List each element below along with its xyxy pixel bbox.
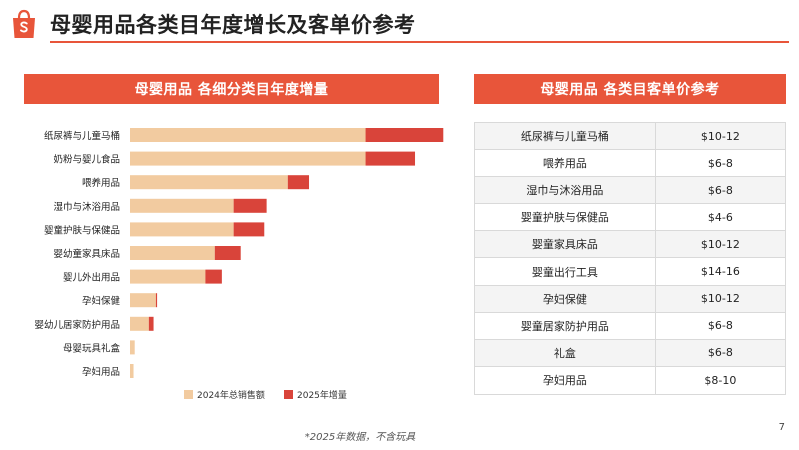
table-category-cell: 孕妇保健 [542,292,587,306]
table-price-cell: $14-16 [654,258,785,285]
growth-bar-chart: 纸尿裤与儿童马桶奶粉与婴儿食品喂养用品湿巾与沐浴用品婴童护肤与保健品婴幼童家具床… [24,118,464,418]
price-table: 纸尿裤与儿童马桶 $10-12 喂养用品 $6-8 湿巾与沐浴用品 $6-8 婴童护肤与保健… [474,122,786,395]
category-label: 婴幼童家具床品 [53,248,120,260]
category-label: 婴儿外出用品 [63,272,120,284]
category-label: 纸尿裤与儿童马桶 [44,130,120,142]
table-row: 礼盒 $6-8 [475,339,785,367]
category-label: 喂养用品 [82,177,120,189]
bar-2025-increase [214,246,241,260]
bar-2024-total [130,340,135,355]
bar-2024-total [130,316,149,331]
table-category-cell: 孕妇用品 [542,374,587,388]
title-divider [50,41,789,43]
table-price-cell: $8-10 [654,366,785,394]
growth-chart-svg: 纸尿裤与儿童马桶奶粉与婴儿食品喂养用品湿巾与沐浴用品婴童护肤与保健品婴幼童家具床… [34,128,444,401]
table-price-cell: $6-8 [654,150,785,177]
category-label: 母婴玩具礼盒 [63,342,121,354]
table-row: 湿巾与沐浴用品 $6-8 [475,177,785,205]
table-category-cell: 婴童出行工具 [531,265,598,279]
category-label: 婴童护肤与保健品 [44,224,120,236]
table-category-cell: 婴童居家防护用品 [520,319,609,333]
table-price-cell: $10-12 [654,231,785,258]
bar-2025-increase [148,316,154,331]
legend-label: 2025年增量 [297,389,347,401]
bar-2024-total [130,128,366,142]
table-row: 婴童居家防护用品 $6-8 [475,312,785,340]
table-row: 婴童出行工具 $14-16 [475,258,785,286]
bar-2025-increase [233,198,267,213]
table-row: 喂养用品 $6-8 [475,150,785,178]
footnote: *2025年数据，不含玩具 [304,432,416,443]
table-category-cell: 婴童家具床品 [531,238,598,252]
category-label: 孕妇保健 [82,295,121,307]
table-category-cell: 婴童护肤与保健品 [520,211,609,225]
table-row: 孕妇用品 $8-10 [475,366,785,394]
table-price-cell: $10-12 [654,123,785,150]
table-category-cell: 喂养用品 [542,157,587,171]
bar-2024-total [130,364,134,378]
bar-2025-increase [155,293,158,308]
bar-2025-increase [205,269,222,284]
bar-2025-increase [365,128,444,142]
price-panel-header: 母婴用品 各类目客单价参考 [474,74,786,104]
table-category-cell: 礼盒 [553,346,576,360]
bar-2024-total [130,246,215,260]
table-row: 孕妇保健 $10-12 [475,285,785,313]
bar-2024-total [130,175,288,190]
page-title: 母婴用品各类目年度增长及客单价参考 [50,13,416,37]
bar-2024-total [130,222,234,237]
shopee-logo-icon [13,9,35,38]
table-price-cell: $6-8 [654,177,785,204]
table-category-cell: 湿巾与沐浴用品 [526,184,604,198]
bar-2025-increase [233,222,265,237]
bar-2024-total [130,198,234,213]
table-row: 婴童护肤与保健品 $4-6 [475,204,785,232]
legend-label: 2024年总销售额 [197,389,265,401]
table-price-cell: $10-12 [654,285,785,312]
bar-2025-increase [287,175,310,190]
table-price-cell: $6-8 [654,339,785,366]
table-category-cell: 纸尿裤与儿童马桶 [520,130,609,144]
bar-2024-total [130,269,206,284]
legend-swatch [184,390,193,399]
bar-2024-total [130,293,156,308]
table-row: 纸尿裤与儿童马桶 $10-12 [475,123,785,151]
table-price-cell: $4-6 [654,204,785,231]
category-label: 奶粉与婴儿食品 [53,154,120,166]
category-label: 湿巾与沐浴用品 [53,201,120,213]
category-label: 孕妇用品 [82,366,120,378]
table-price-cell: $6-8 [654,312,785,339]
table-row: 婴童家具床品 $10-12 [475,231,785,259]
page-number: 7 [778,422,785,433]
bar-2025-increase [365,151,416,166]
bar-2024-total [130,151,366,166]
growth-panel-header: 母婴用品 各细分类目年度增量 [24,74,439,104]
category-label: 婴幼儿居家防护用品 [34,319,120,331]
legend-swatch [284,390,293,399]
